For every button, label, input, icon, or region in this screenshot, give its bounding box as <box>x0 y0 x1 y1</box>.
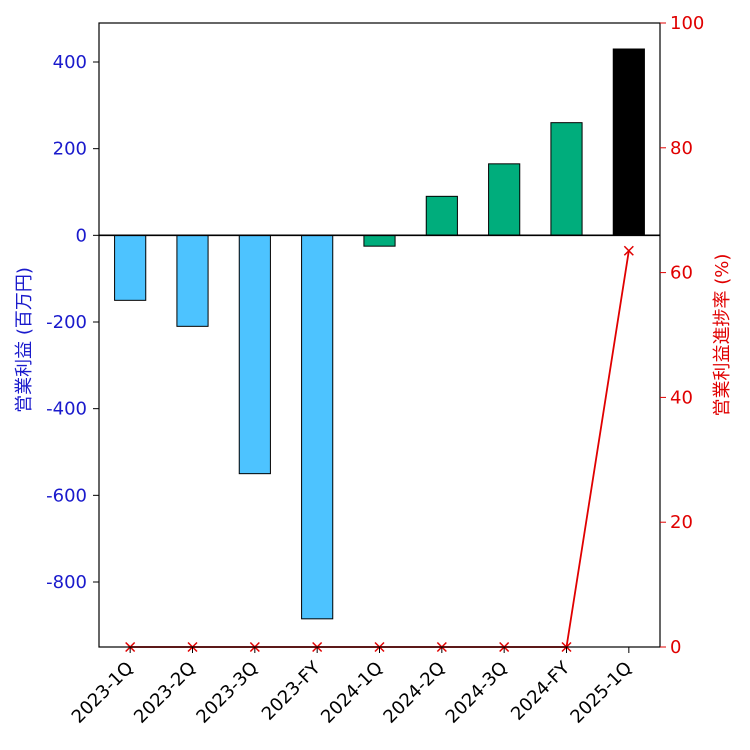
left-tick-label: 200 <box>53 139 87 160</box>
left-tick-label: 0 <box>76 225 87 246</box>
bar-2023-FY <box>301 234 334 620</box>
right-axis: 0 20 40 60 80 100 <box>660 13 704 658</box>
right-axis-label: 営業利益進捗率 (%) <box>712 254 733 417</box>
left-tick-label: -400 <box>46 399 87 420</box>
bar-2024-FY <box>550 122 583 236</box>
x-marker-stroke <box>623 245 634 256</box>
right-tick-label: 100 <box>670 13 704 34</box>
bar-2024-2Q <box>425 195 458 236</box>
bar-2023-2Q <box>176 234 209 327</box>
right-tick-label: 60 <box>670 263 693 284</box>
right-tick-label: 80 <box>670 138 693 159</box>
left-tick-label: -800 <box>46 572 87 593</box>
left-tick-label: -600 <box>46 485 87 506</box>
left-axis-label: 営業利益 (百万円) <box>14 267 35 413</box>
bar-2023-3Q <box>238 234 271 475</box>
bar-2024-1Q <box>363 234 396 247</box>
right-tick-label: 20 <box>670 512 693 533</box>
bar-2023-1Q <box>114 234 147 301</box>
left-tick-label: -200 <box>46 312 87 333</box>
left-axis: -800 -600 -400 -200 0 200 400 <box>46 52 99 593</box>
left-tick-label: 400 <box>53 52 87 73</box>
right-tick-label: 40 <box>670 387 693 408</box>
bar-2025-1Q <box>612 48 645 236</box>
bars-layer <box>114 48 645 620</box>
bar-2024-3Q <box>488 163 521 236</box>
progress-point-2025-1Q <box>623 245 634 256</box>
right-tick-label: 0 <box>670 637 681 658</box>
